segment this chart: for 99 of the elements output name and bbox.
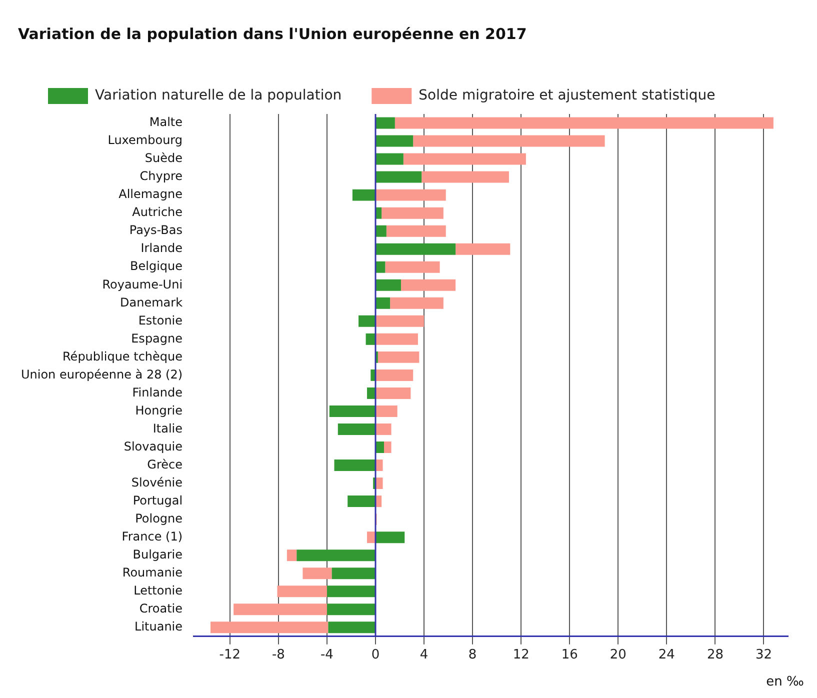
bar [382, 207, 444, 219]
y-tick-label: Royaume-Uni [102, 277, 183, 292]
bar [400, 279, 456, 291]
bar [376, 297, 390, 309]
y-tick-label: Bulgarie [132, 547, 183, 562]
y-tick-label: Autriche [132, 205, 183, 220]
y-tick-label: Espagne [131, 331, 183, 346]
legend-label: Variation naturelle de la population [95, 88, 342, 104]
bar [328, 622, 376, 634]
bar [376, 135, 414, 147]
bar [376, 225, 386, 237]
bar [376, 315, 424, 327]
x-tick-label: -12 [219, 648, 241, 663]
bar [302, 568, 332, 580]
y-tick-label: Pologne [135, 511, 183, 526]
bar [367, 532, 376, 544]
x-tick-label: 28 [706, 648, 724, 663]
y-tick-label: Finlande [132, 385, 183, 400]
y-tick-label: Allemagne [118, 187, 183, 202]
bar [370, 369, 376, 381]
bar [378, 351, 420, 363]
bar [286, 550, 297, 562]
bar [384, 442, 392, 453]
bar [358, 315, 376, 327]
bar [376, 496, 382, 508]
bar [332, 568, 376, 580]
y-tick-label: Union européenne à 28 (2) [20, 367, 183, 382]
y-tick-label: Croatie [139, 602, 183, 616]
bar [376, 478, 383, 490]
bar [376, 171, 422, 183]
legend-label: Solde migratoire et ajustement statistique [418, 88, 716, 104]
bar [394, 117, 774, 129]
x-tick-label: 16 [561, 648, 578, 663]
bar [376, 387, 411, 399]
bar [376, 243, 456, 255]
y-tick-label: République tchèque [62, 349, 183, 364]
bar [376, 153, 404, 165]
y-tick-label: Grèce [147, 457, 183, 472]
bar [376, 117, 395, 129]
text: en ‰ [766, 674, 804, 690]
y-tick-label: Lituanie [134, 620, 183, 634]
y-tick-label: Slovaquie [124, 439, 183, 454]
x-tick-label: 20 [610, 648, 626, 663]
y-tick-label: France (1) [122, 529, 183, 544]
chart-title: Variation de la population dans l'Union européenne en 2017 [18, 24, 527, 43]
y-tick-label: Hongrie [135, 403, 183, 418]
y-tick-label: Pays-Bas [129, 223, 183, 238]
x-tick-label: -4 [320, 648, 334, 663]
y-tick-label: Portugal [132, 493, 183, 508]
bar [329, 405, 376, 417]
bar [456, 243, 510, 255]
bar [386, 225, 446, 237]
bar [376, 333, 418, 345]
bar [385, 261, 440, 273]
bar [403, 153, 526, 165]
bar [326, 586, 376, 598]
y-tick-label: Luxembourg [108, 133, 183, 148]
y-tick-label: Chypre [140, 169, 183, 184]
bar [376, 279, 401, 291]
bar [376, 261, 386, 273]
bar [376, 189, 446, 201]
y-tick-label: Belgique [130, 259, 183, 274]
x-tick-label: 24 [658, 648, 675, 663]
bar [376, 207, 382, 219]
bar [413, 135, 605, 147]
bar [334, 460, 376, 472]
bar [376, 405, 398, 417]
bar [234, 604, 327, 616]
y-tick-label: Estonie [138, 313, 183, 328]
x-tick-label: 0 [371, 648, 380, 663]
y-tick-label: Suède [144, 151, 183, 166]
bar [367, 387, 376, 399]
x-tick-label: 8 [468, 648, 477, 663]
bar [376, 442, 384, 453]
bar [348, 496, 376, 508]
bar [352, 189, 376, 201]
bar [366, 333, 376, 345]
y-tick-label: Italie [152, 421, 183, 436]
x-tick-label: 12 [512, 648, 530, 663]
bar [376, 424, 392, 435]
bar [326, 604, 376, 616]
y-tick-label: Lettonie [134, 583, 183, 598]
x-tick-label: 4 [420, 648, 428, 663]
x-tick-label: 32 [755, 648, 772, 663]
x-tick-label: -8 [272, 648, 285, 663]
y-tick-label: Slovénie [131, 475, 183, 490]
bar [422, 171, 509, 183]
bar [376, 460, 383, 472]
bar [296, 550, 376, 562]
y-tick-label: Irlande [140, 241, 183, 256]
y-tick-label: Roumanie [122, 565, 183, 580]
bar [390, 297, 444, 309]
bar [277, 586, 327, 598]
bar [376, 369, 414, 381]
bar [210, 622, 328, 634]
bar [376, 532, 405, 544]
y-tick-label: Danemark [120, 295, 183, 310]
bar [338, 424, 376, 435]
y-tick-label: Malte [149, 115, 183, 130]
